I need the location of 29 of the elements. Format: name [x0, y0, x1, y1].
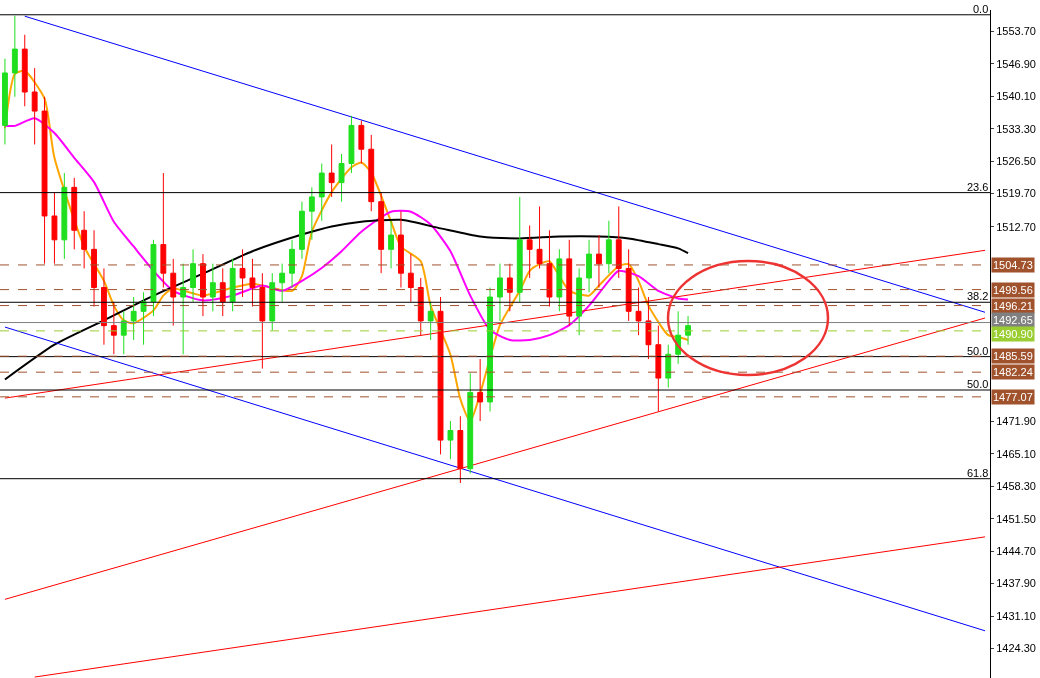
y-tick-label: 1546.90: [996, 57, 1036, 70]
annotation: 23.6: [967, 181, 989, 193]
y-tick-label: 1465.10: [996, 447, 1036, 460]
y-tick-label: 1451.50: [996, 512, 1036, 525]
ref-line-label: 1477.07: [993, 391, 1033, 403]
ref-line-label: 1485.59: [993, 350, 1033, 362]
y-tick-label: 1540.10: [996, 90, 1036, 103]
y-tick-label: 1526.50: [996, 155, 1036, 167]
y-tick-label: 1553.70: [996, 25, 1036, 38]
annotation: 50.0: [967, 378, 989, 390]
ref-line-label: 1492.65: [993, 314, 1033, 326]
y-tick-label: 1512.70: [996, 220, 1036, 233]
y-tick-label: 1424.30: [996, 642, 1036, 655]
ref-line-label: 1490.90: [993, 328, 1033, 340]
y-tick-label: 1444.70: [996, 545, 1036, 558]
y-tick-label: 1458.30: [996, 480, 1036, 493]
y-tick-label: 1519.70: [996, 187, 1036, 200]
y-tick-label: 1437.90: [996, 577, 1036, 590]
y-tick-label: 1431.10: [996, 609, 1036, 622]
ref-line-label: 1499.56: [993, 284, 1033, 296]
annotation: 38.2: [967, 290, 989, 302]
annotation: 61.8: [967, 467, 989, 479]
annotation: 50.0: [967, 345, 989, 357]
ref-line-label: 1504.73: [993, 259, 1033, 271]
y-tick-label: 1471.90: [996, 415, 1036, 428]
ref-line-label: 1482.24: [993, 366, 1033, 378]
y-tick-label: 1533.30: [996, 122, 1036, 135]
annotation: 0.0: [973, 3, 989, 15]
ref-line-label: 1496.21: [993, 300, 1033, 312]
